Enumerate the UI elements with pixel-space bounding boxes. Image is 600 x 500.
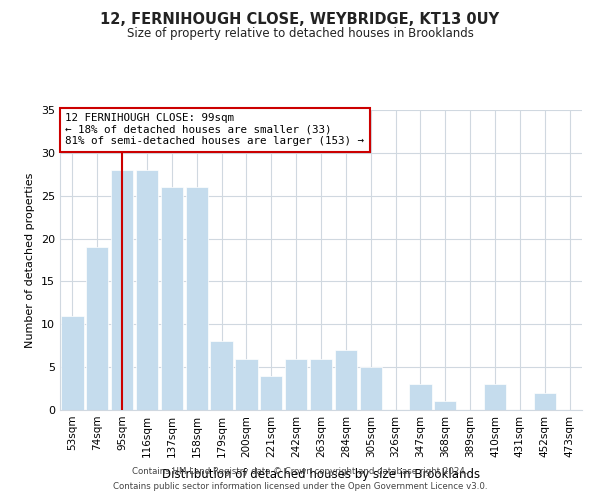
Bar [260, 376, 283, 410]
Bar [409, 384, 431, 410]
Text: 12, FERNIHOUGH CLOSE, WEYBRIDGE, KT13 0UY: 12, FERNIHOUGH CLOSE, WEYBRIDGE, KT13 0U… [100, 12, 500, 28]
Bar [136, 170, 158, 410]
Text: Contains public sector information licensed under the Open Government Licence v3: Contains public sector information licen… [113, 482, 487, 491]
Bar [285, 358, 307, 410]
Text: Contains HM Land Registry data © Crown copyright and database right 2024.: Contains HM Land Registry data © Crown c… [132, 467, 468, 476]
Bar [86, 247, 109, 410]
Bar [161, 187, 183, 410]
X-axis label: Distribution of detached houses by size in Brooklands: Distribution of detached houses by size … [162, 468, 480, 481]
Bar [484, 384, 506, 410]
Bar [235, 358, 257, 410]
Bar [533, 393, 556, 410]
Bar [310, 358, 332, 410]
Text: Size of property relative to detached houses in Brooklands: Size of property relative to detached ho… [127, 28, 473, 40]
Bar [61, 316, 83, 410]
Bar [211, 342, 233, 410]
Bar [434, 402, 457, 410]
Bar [185, 187, 208, 410]
Bar [359, 367, 382, 410]
Bar [111, 170, 133, 410]
Text: 12 FERNIHOUGH CLOSE: 99sqm
← 18% of detached houses are smaller (33)
81% of semi: 12 FERNIHOUGH CLOSE: 99sqm ← 18% of deta… [65, 113, 364, 146]
Bar [335, 350, 357, 410]
Y-axis label: Number of detached properties: Number of detached properties [25, 172, 35, 348]
